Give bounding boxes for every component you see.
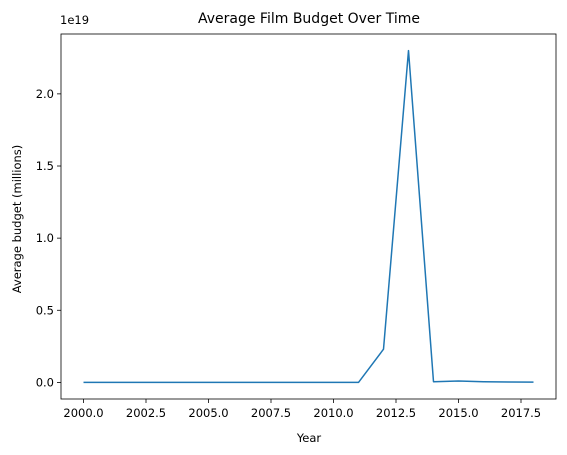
y-tick-label: 1.5 [36, 159, 54, 173]
x-tick-label: 2010.0 [313, 406, 353, 420]
x-tick-label: 2007.5 [251, 406, 291, 420]
x-axis-label: Year [296, 431, 322, 445]
y-axis-label: Average budget (millions) [10, 145, 24, 294]
y-axis-offset-label: 1e19 [60, 13, 89, 27]
y-axis-ticks: 0.0 0.5 1.0 1.5 2.0 [36, 87, 61, 389]
plot-area-frame [60, 33, 557, 400]
x-tick-label: 2012.5 [376, 406, 416, 420]
series-layer [83, 49, 534, 384]
y-tick-label: 0.5 [36, 303, 54, 317]
x-axis-ticks: 2000.0 2002.5 2005.0 2007.5 2010.0 2012.5 2015… [63, 399, 541, 420]
series-line [83, 49, 534, 384]
y-tick-label: 0.0 [36, 375, 54, 389]
x-tick-label: 2002.5 [126, 406, 166, 420]
chart-title: Average Film Budget Over Time [198, 11, 420, 27]
x-tick-label: 2015.0 [438, 406, 478, 420]
x-tick-label: 2000.0 [63, 406, 103, 420]
x-tick-label: 2017.5 [501, 406, 541, 420]
y-tick-label: 2.0 [36, 87, 54, 101]
x-tick-label: 2005.0 [188, 406, 228, 420]
y-tick-label: 1.0 [36, 231, 54, 245]
